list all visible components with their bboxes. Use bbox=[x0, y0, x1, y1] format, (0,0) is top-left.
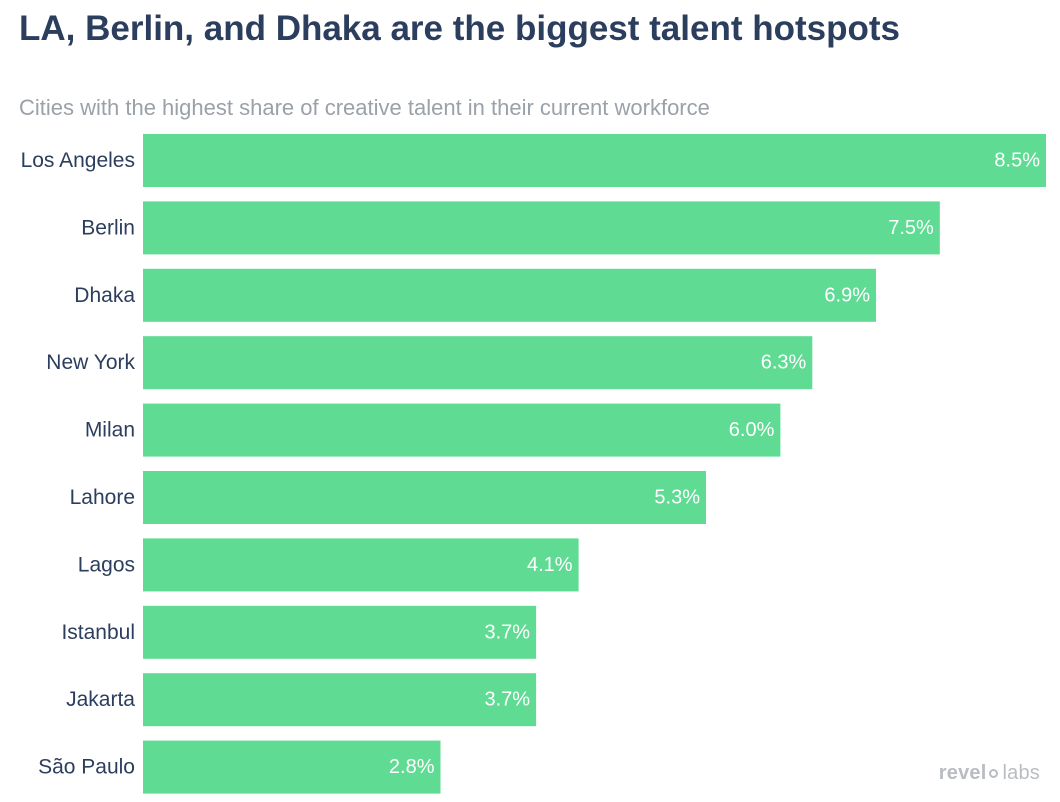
category-label-dhaka: Dhaka bbox=[74, 284, 135, 307]
bar-dhaka bbox=[143, 268, 876, 322]
logo-text-revelio: revel bbox=[938, 762, 987, 784]
logo-dot-icon bbox=[988, 769, 998, 778]
category-label-sao-paulo: São Paulo bbox=[38, 756, 135, 779]
value-label-lagos: 4.1% bbox=[527, 554, 573, 576]
category-label-new-york: New York bbox=[46, 351, 135, 374]
bar-berlin bbox=[143, 201, 940, 255]
category-label-berlin: Berlin bbox=[81, 216, 135, 239]
bar-milan bbox=[143, 403, 781, 457]
bar-sao-paulo bbox=[143, 740, 441, 794]
value-label-istanbul: 3.7% bbox=[485, 621, 531, 643]
value-label-sao-paulo: 2.8% bbox=[389, 756, 435, 778]
value-label-berlin: 7.5% bbox=[888, 217, 934, 239]
value-label-new-york: 6.3% bbox=[761, 352, 807, 374]
value-label-dhaka: 6.9% bbox=[824, 284, 870, 306]
value-label-lahore: 5.3% bbox=[654, 487, 700, 509]
value-label-milan: 6.0% bbox=[729, 419, 775, 441]
bar-lahore bbox=[143, 471, 706, 524]
category-label-jakarta: Jakarta bbox=[66, 688, 135, 711]
value-label-jakarta: 3.7% bbox=[485, 689, 531, 711]
category-label-lahore: Lahore bbox=[70, 486, 135, 509]
category-label-lagos: Lagos bbox=[78, 553, 135, 576]
chart-title: LA, Berlin, and Dhaka are the biggest ta… bbox=[19, 9, 900, 48]
revelio-labs-logo: revel labs bbox=[939, 762, 1040, 785]
bar-istanbul bbox=[143, 605, 537, 659]
bar-los-angeles bbox=[143, 134, 1046, 187]
bar-jakarta bbox=[143, 673, 537, 727]
chart-subtitle: Cities with the highest share of creativ… bbox=[19, 95, 710, 120]
category-label-los-angeles: Los Angeles bbox=[21, 149, 135, 172]
value-label-los-angeles: 8.5% bbox=[994, 150, 1040, 172]
category-label-istanbul: Istanbul bbox=[61, 621, 135, 644]
bar-lagos bbox=[143, 538, 579, 592]
category-label-milan: Milan bbox=[85, 419, 135, 442]
logo-text-labs: labs bbox=[1002, 762, 1040, 784]
bar-new-york bbox=[143, 336, 813, 390]
